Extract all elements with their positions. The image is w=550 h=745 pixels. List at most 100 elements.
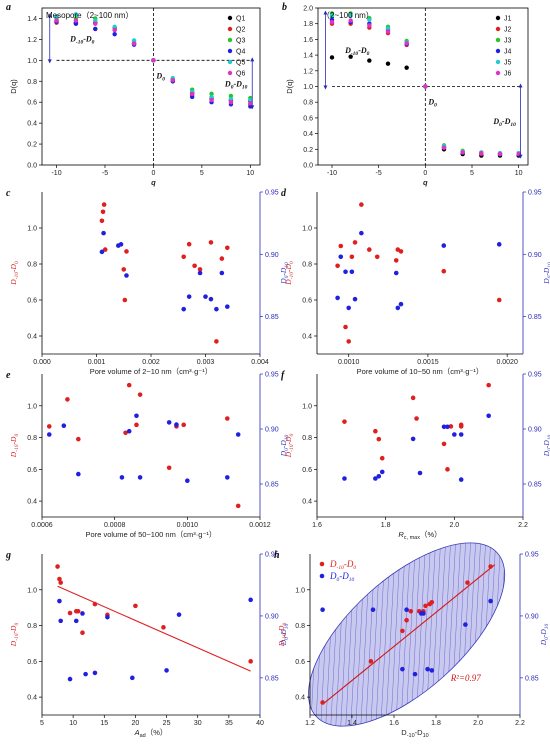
data-point-left bbox=[225, 245, 230, 251]
x-tick-label: 35 bbox=[225, 720, 233, 727]
annotation-dminus10-d0: D-10-D0 bbox=[69, 34, 95, 45]
data-point-right bbox=[225, 475, 230, 480]
y-tick-label-left: 1.0 bbox=[27, 226, 37, 233]
data-point-right bbox=[398, 301, 404, 307]
x-tick-label: 0 bbox=[151, 170, 155, 177]
data-point-right bbox=[118, 242, 124, 247]
data-point-Q6 bbox=[131, 41, 137, 46]
y-tick-label: 0.2 bbox=[27, 142, 37, 149]
x-axis-label: Pore volume of 2~10 nm（cm³·g⁻¹） bbox=[90, 367, 213, 376]
data-point-right bbox=[203, 294, 208, 299]
fit-line bbox=[57, 585, 251, 672]
data-point-left bbox=[441, 268, 447, 274]
y-tick-label-left: 0.8 bbox=[302, 262, 312, 269]
y-axis-label: D(q) bbox=[285, 79, 294, 94]
data-point-right bbox=[379, 469, 385, 475]
panel-label: f bbox=[281, 370, 286, 381]
x-axis-label: D-10-D10 bbox=[401, 728, 428, 739]
y-tick-label-right: 0.85 bbox=[265, 314, 279, 321]
data-point-left bbox=[441, 441, 447, 447]
data-point-right bbox=[164, 668, 169, 673]
data-point-left bbox=[80, 630, 85, 636]
legend-marker-Q2 bbox=[227, 26, 233, 32]
x-axis-label: Aad（%） bbox=[134, 728, 168, 739]
data-point-right bbox=[225, 304, 230, 309]
data-point-right bbox=[458, 477, 464, 482]
data-point-right bbox=[421, 611, 426, 616]
data-point-right bbox=[335, 295, 340, 301]
x-axis-label: Pore volume of 10~50 nm（cm³·g⁻¹） bbox=[357, 367, 484, 376]
legend-marker-Q1 bbox=[227, 15, 233, 21]
x-tick-label: 0 bbox=[423, 170, 427, 177]
data-point-Q5 bbox=[54, 14, 59, 19]
legend-label-J4: J4 bbox=[504, 49, 512, 56]
x-tick-label: 5 bbox=[470, 170, 474, 177]
panel-label: a bbox=[6, 2, 11, 13]
data-point-left bbox=[429, 600, 435, 605]
data-point-left bbox=[137, 392, 143, 397]
y-tick-label-right: 0.90 bbox=[265, 252, 279, 259]
y-tick-label: 1.4 bbox=[303, 53, 313, 60]
y-axis-label-left: D-10-D0 bbox=[284, 261, 295, 286]
y-tick-label-right: 0.95 bbox=[265, 372, 279, 379]
x-tick-label: 2.2 bbox=[518, 522, 528, 529]
x-tick-label: -10 bbox=[51, 170, 61, 177]
data-point-left bbox=[342, 419, 347, 424]
legend-marker-J2 bbox=[495, 26, 501, 32]
data-point-left bbox=[102, 247, 108, 252]
y-tick-label: 1.6 bbox=[303, 37, 313, 44]
data-point-left bbox=[414, 416, 419, 421]
y-axis-label-right: D0-D10 bbox=[542, 262, 550, 285]
y-tick-label-right: 0.95 bbox=[528, 190, 542, 197]
data-point-J1 bbox=[329, 55, 335, 60]
data-point-right bbox=[486, 413, 491, 419]
y-tick-label: 2.0 bbox=[303, 6, 313, 13]
y-tick-label-left: 0.8 bbox=[27, 623, 37, 630]
data-point-Q5 bbox=[228, 96, 234, 102]
data-point-right bbox=[119, 475, 125, 480]
panel-f: 1.6 1.8 2.0 2.2 0.4 0.6 0.8 1.0 0.85 0.90 0.95 D-10… bbox=[281, 370, 550, 541]
x-axis-label: q bbox=[423, 178, 428, 187]
x-tick-label: 0.001 bbox=[88, 359, 106, 366]
data-point-right bbox=[80, 611, 85, 616]
data-point-left bbox=[235, 503, 241, 509]
annotation-d0: D0 bbox=[155, 71, 165, 82]
x-tick-label: 0.004 bbox=[251, 359, 269, 366]
data-point-J5 bbox=[367, 17, 372, 22]
data-point-left bbox=[123, 430, 128, 436]
confidence-ellipse bbox=[308, 542, 506, 727]
data-point-left bbox=[376, 436, 382, 442]
panel-title: （2~100 nm） bbox=[322, 11, 374, 20]
x-tick-label: 1.4 bbox=[347, 720, 357, 727]
left-arrow-head-up bbox=[47, 13, 52, 18]
x-tick-label: 5 bbox=[200, 170, 204, 177]
data-point-left bbox=[410, 395, 416, 401]
legend-label-J2: J2 bbox=[504, 27, 512, 34]
x-tick-label: 25 bbox=[163, 720, 171, 727]
y-tick-label: 0.2 bbox=[303, 147, 313, 154]
data-point-right bbox=[61, 423, 67, 429]
data-point-left bbox=[408, 608, 414, 614]
x-tick-label: 0.000 bbox=[33, 359, 51, 366]
panel-label: h bbox=[274, 550, 280, 561]
legend-marker bbox=[319, 573, 325, 579]
data-point-right bbox=[463, 622, 468, 627]
x-tick-label: 0.003 bbox=[197, 359, 215, 366]
x-tick-label: 2.0 bbox=[473, 720, 483, 727]
x-tick-label: 0.0012 bbox=[249, 522, 271, 529]
y-tick-label-left: 0.8 bbox=[295, 623, 305, 630]
data-point-left bbox=[359, 202, 364, 207]
data-point-right bbox=[235, 432, 241, 437]
data-point-right bbox=[76, 471, 81, 477]
data-point-right bbox=[58, 618, 63, 624]
legend-label-Q4: Q4 bbox=[236, 49, 245, 56]
x-tick-label: 2.0 bbox=[449, 522, 459, 529]
data-point-J5 bbox=[329, 13, 335, 19]
right-arrow-head-down bbox=[518, 154, 523, 159]
legend-marker-J6 bbox=[495, 70, 501, 76]
y-tick-label-right: 0.85 bbox=[525, 675, 539, 682]
data-point-left bbox=[192, 263, 197, 269]
data-point-right bbox=[441, 424, 447, 430]
y-axis-label-left: D-10-D0 bbox=[9, 434, 20, 459]
y-tick-label-left: 0.4 bbox=[295, 695, 305, 702]
